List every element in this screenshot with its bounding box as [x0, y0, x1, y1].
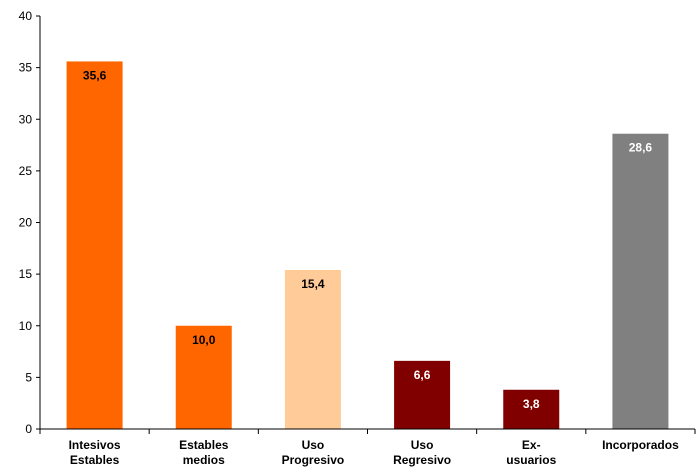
- bar: [394, 360, 451, 429]
- y-tick-label: 5: [25, 370, 32, 384]
- y-tick-label: 20: [19, 216, 33, 230]
- bar: [284, 269, 341, 429]
- y-axis-ticks: 0 5 10 15 20 25 30 35 40: [19, 9, 40, 436]
- bars: 35,6 10,0 15,4 6,6 3,8 28,6: [66, 61, 669, 430]
- bar: [503, 389, 560, 429]
- x-category-label: Uso Progresivo: [282, 438, 345, 467]
- x-category-label: Ex-usuarios: [506, 438, 556, 467]
- y-tick-label: 35: [19, 61, 33, 75]
- x-category-label: Incorporados: [602, 438, 679, 452]
- data-label: 15,4: [301, 277, 325, 291]
- y-tick-label: 30: [19, 112, 33, 126]
- x-category-label: Intesivos Estables: [69, 438, 121, 467]
- x-category-label: Estables medios: [179, 438, 229, 467]
- data-label: 6,6: [414, 368, 431, 382]
- x-category-label: Uso Regresivo: [393, 438, 451, 467]
- y-tick-label: 15: [19, 267, 33, 281]
- y-tick-label: 40: [19, 9, 33, 23]
- x-axis-ticks: [39, 429, 696, 434]
- category-labels: Intesivos Estables Estables medios Uso Progre…: [69, 438, 680, 467]
- bar: [175, 325, 232, 429]
- data-label: 35,6: [83, 68, 107, 82]
- data-label: 10,0: [192, 333, 216, 347]
- y-tick-label: 25: [19, 164, 33, 178]
- y-tick-label: 0: [25, 422, 32, 436]
- y-tick-label: 10: [19, 319, 33, 333]
- bar: [66, 61, 123, 430]
- data-label: 28,6: [629, 141, 653, 155]
- bar: [612, 133, 669, 429]
- data-label: 3,8: [523, 397, 540, 411]
